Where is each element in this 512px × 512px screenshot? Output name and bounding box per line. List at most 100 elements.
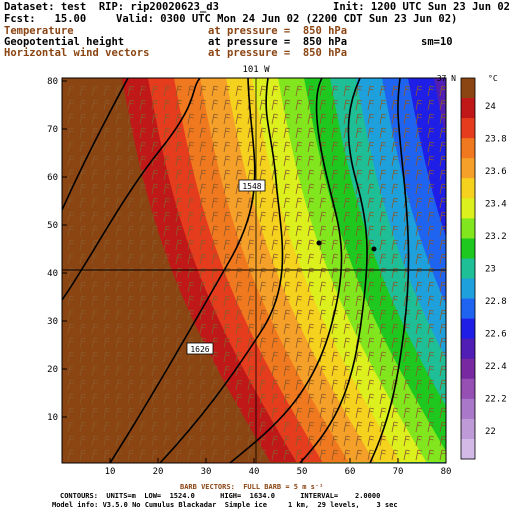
wind-barb [199,99,207,111]
wind-barb [247,435,255,447]
wind-barb [187,239,195,251]
colorbar-swatch [461,318,475,340]
wind-barb [403,113,411,125]
wind-barb [331,449,339,461]
wind-barb [235,281,243,293]
wind-barb [247,337,255,349]
wind-barb [391,225,399,237]
wind-barb [247,421,255,433]
wind-barb [439,113,446,125]
wind-barb [427,197,435,209]
wind-barb [427,253,435,265]
wind-barb [235,141,243,153]
wind-barb [319,225,327,237]
wind-barb [295,239,303,251]
x-tick-label: 10 [105,467,116,477]
wind-barb [283,253,291,265]
wind-barb [379,379,387,391]
wind-barb [151,127,159,139]
wind-barb [103,169,111,181]
wind-barb [103,183,111,195]
wind-barb [235,99,243,111]
wind-barb [259,197,267,209]
wind-barb [115,239,123,251]
wind-barb [367,281,375,293]
wind-barb [379,169,387,181]
wind-barb [415,449,423,461]
wind-barb [367,85,375,97]
wind-barb [439,169,446,181]
wind-barb [355,295,363,307]
wind-barb [319,337,327,349]
wind-barb [151,337,159,349]
wind-barb [415,365,423,377]
wind-barb [427,421,435,433]
wind-barb [403,141,411,153]
wind-barb [403,393,411,405]
wind-barb [379,393,387,405]
wind-barb [367,323,375,335]
wind-barb [415,393,423,405]
wind-barb [331,183,339,195]
wind-barb [319,211,327,223]
wind-barb [67,309,75,321]
colorbar-swatch [461,338,475,360]
wind-barb [235,253,243,265]
wind-barb [295,379,303,391]
wind-barb [283,155,291,167]
wind-barbs [67,85,446,461]
wind-barb [103,239,111,251]
wind-barb [187,197,195,209]
wind-barb [307,337,315,349]
wind-barb [175,295,183,307]
wind-barb [127,253,135,265]
y-tick-label: 40 [47,269,58,279]
wind-barb [175,421,183,433]
wind-barb [307,141,315,153]
wind-barb [247,393,255,405]
wind-barb [175,351,183,363]
wind-barb [367,309,375,321]
wind-barb [163,407,171,419]
wind-barb [151,309,159,321]
wind-barb [199,183,207,195]
wind-barb [295,323,303,335]
wind-barb [427,337,435,349]
wind-barb [343,449,351,461]
wind-barb [139,113,147,125]
wind-barb [175,337,183,349]
wind-barb [355,99,363,111]
wind-barb [175,169,183,181]
height-contour [62,78,129,211]
wind-barb [355,309,363,321]
wind-barb [331,337,339,349]
wind-barb [307,421,315,433]
wind-barb [67,197,75,209]
wind-barb [283,113,291,125]
wind-barb [259,225,267,237]
wind-barb [295,351,303,363]
wind-barb [415,113,423,125]
wind-barb [391,295,399,307]
wind-barb [91,407,99,419]
wind-barb [259,393,267,405]
wind-barb [139,435,147,447]
wind-barb [319,239,327,251]
wind-barb [331,141,339,153]
wind-barb [175,113,183,125]
wind-barb [379,407,387,419]
wind-barb [163,323,171,335]
wind-barb [115,183,123,195]
wind-barb [223,85,231,97]
wind-barb [91,337,99,349]
wind-barb [127,323,135,335]
wind-barb [235,393,243,405]
wind-barb [295,169,303,181]
wind-barb [331,253,339,265]
wind-barb [307,253,315,265]
wind-barb [415,99,423,111]
wind-barb [343,281,351,293]
wind-barb [223,309,231,321]
colorbar-swatch [461,438,475,460]
wind-barb [79,197,87,209]
